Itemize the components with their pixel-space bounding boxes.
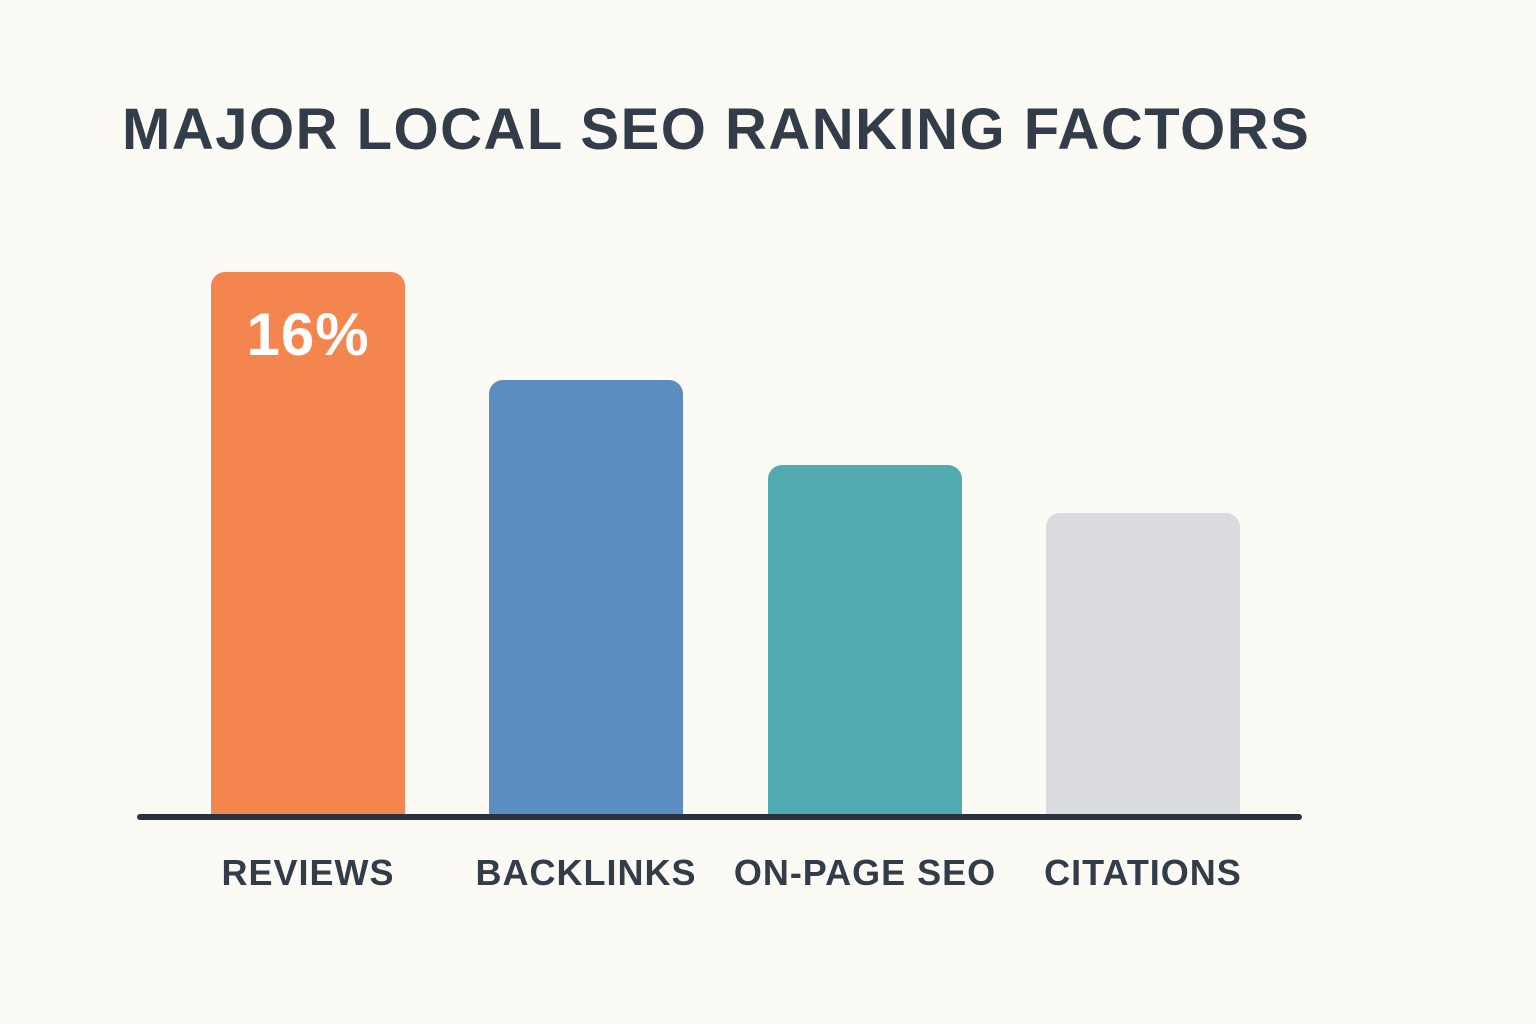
category-label-on-page-seo: ON-PAGE SEO xyxy=(733,852,997,893)
category-label-backlinks: BACKLINKS xyxy=(475,852,697,893)
bar-value-label-reviews: 16% xyxy=(246,301,370,368)
bar-backlinks xyxy=(489,380,683,814)
bar-on-page-seo xyxy=(768,465,962,814)
bar-reviews: 16% xyxy=(211,272,405,814)
x-axis-line xyxy=(137,814,1302,820)
bar-citations xyxy=(1046,513,1240,814)
category-label-reviews: REVIEWS xyxy=(221,852,395,893)
category-label-citations: CITATIONS xyxy=(1044,852,1242,893)
chart-title: MAJOR LOCAL SEO RANKING FACTORS xyxy=(122,97,1311,162)
